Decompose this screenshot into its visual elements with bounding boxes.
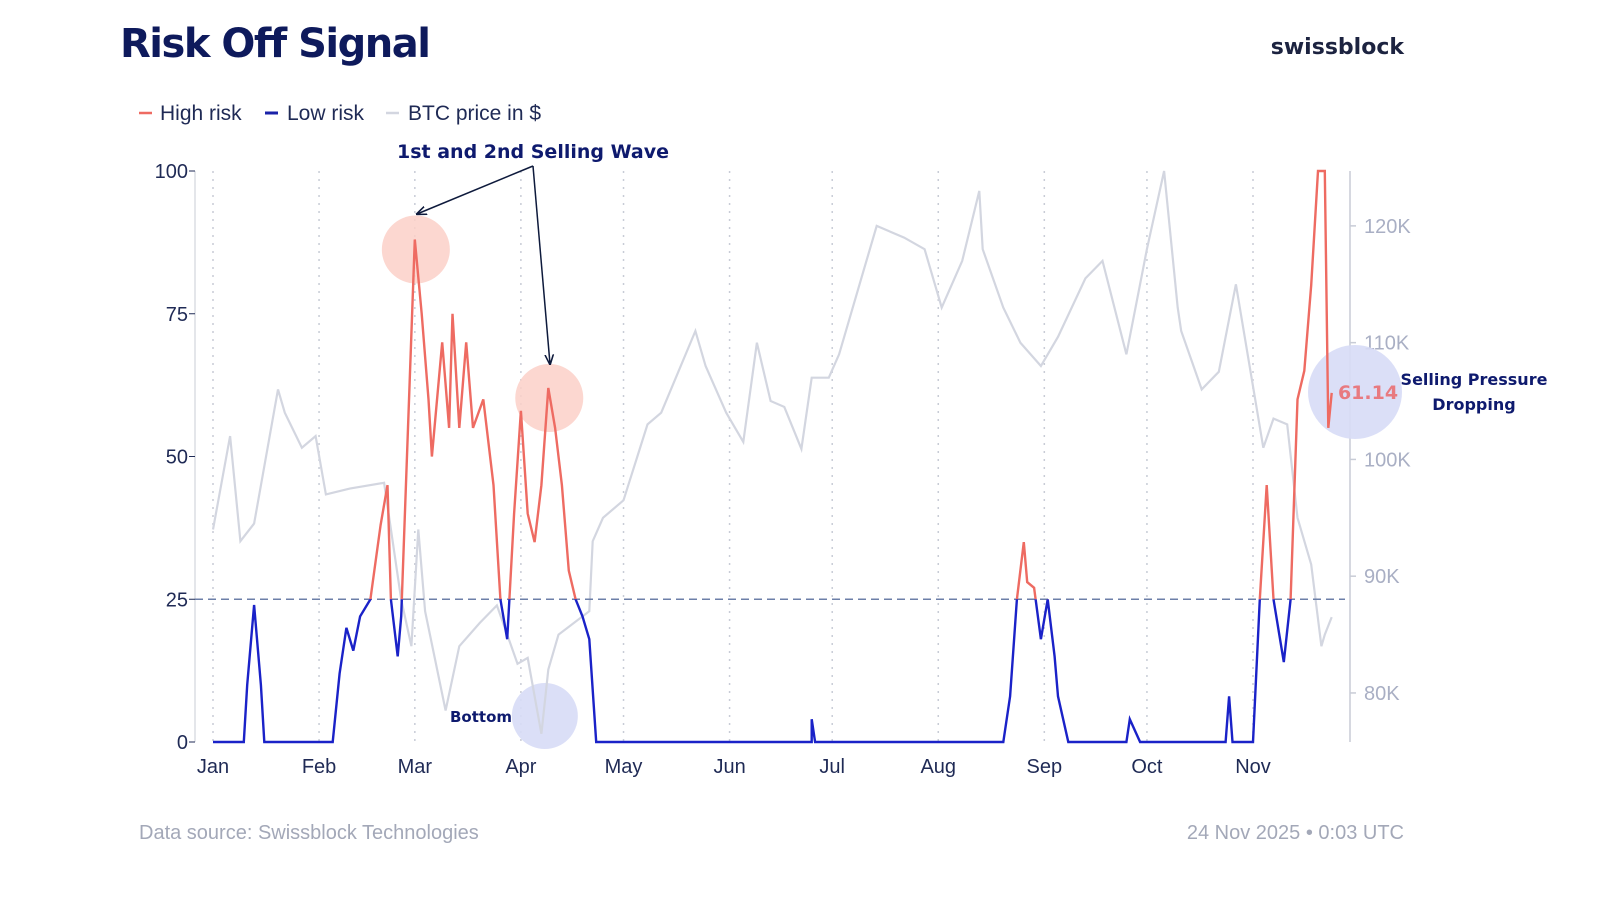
current-value-circle	[1308, 345, 1402, 439]
high-risk-line	[369, 169, 1333, 600]
x-tick-label: Oct	[1131, 756, 1163, 778]
x-tick-label: Nov	[1235, 756, 1271, 778]
page-title: Risk Off Signal	[120, 21, 429, 67]
y-right-tick-label: 90K	[1364, 566, 1400, 588]
current-value-label: 61.14	[1338, 382, 1398, 404]
month-gridlines	[212, 171, 1254, 742]
x-tick-label: Jun	[713, 756, 745, 778]
y-right-tick-label: 100K	[1364, 449, 1411, 471]
x-tick-label: Sep	[1027, 756, 1063, 778]
bottom-circle	[511, 683, 578, 749]
bottom-label: Bottom	[450, 708, 512, 726]
axes: Jan Feb Mar Apr May Jun Jul Aug Sep Oct Nov 0 25 50 75…	[155, 161, 1412, 778]
y-right-tick-label: 120K	[1364, 216, 1411, 238]
btc-price-line	[211, 170, 1333, 734]
x-tick-label: Apr	[505, 756, 536, 778]
x-tick-label: Jul	[819, 756, 845, 778]
y-right-tick-label: 110K	[1364, 333, 1410, 355]
y-left-tick-label: 100	[155, 161, 188, 183]
annotations: 1st and 2nd Selling Wave Bottom 61.14 Se…	[397, 141, 1548, 726]
y-left-tick-label: 75	[166, 304, 188, 326]
selling-pressure-label-line2: Dropping	[1432, 395, 1515, 414]
legend-low-risk: Low risk	[287, 102, 365, 125]
arrow-second-wave	[532, 165, 550, 364]
annotation-circles	[381, 215, 1402, 749]
legend-btc-price: BTC price in $	[408, 102, 541, 125]
x-tick-label: Feb	[302, 756, 336, 778]
data-source: Data source: Swissblock Technologies	[139, 822, 479, 844]
x-tick-label: Aug	[920, 756, 956, 778]
timestamp: 24 Nov 2025 • 0:03 UTC	[1187, 822, 1404, 844]
legend-high-risk: High risk	[160, 102, 242, 125]
x-tick-label: May	[605, 756, 643, 778]
low-risk-line	[213, 599, 1292, 744]
y-left-tick-label: 25	[166, 589, 188, 611]
x-tick-label: Mar	[398, 756, 433, 778]
selling-wave-label: 1st and 2nd Selling Wave	[397, 141, 669, 163]
selling-pressure-label-line1: Selling Pressure	[1401, 370, 1548, 389]
legend: High risk Low risk BTC price in $	[139, 102, 541, 125]
brand-logo: swissblock	[1271, 35, 1406, 60]
y-left-tick-label: 50	[166, 447, 188, 469]
y-left-tick-label: 0	[177, 732, 188, 754]
x-tick-label: Jan	[197, 756, 229, 778]
y-right-tick-label: 80K	[1364, 683, 1400, 705]
arrow-first-wave	[417, 165, 534, 214]
